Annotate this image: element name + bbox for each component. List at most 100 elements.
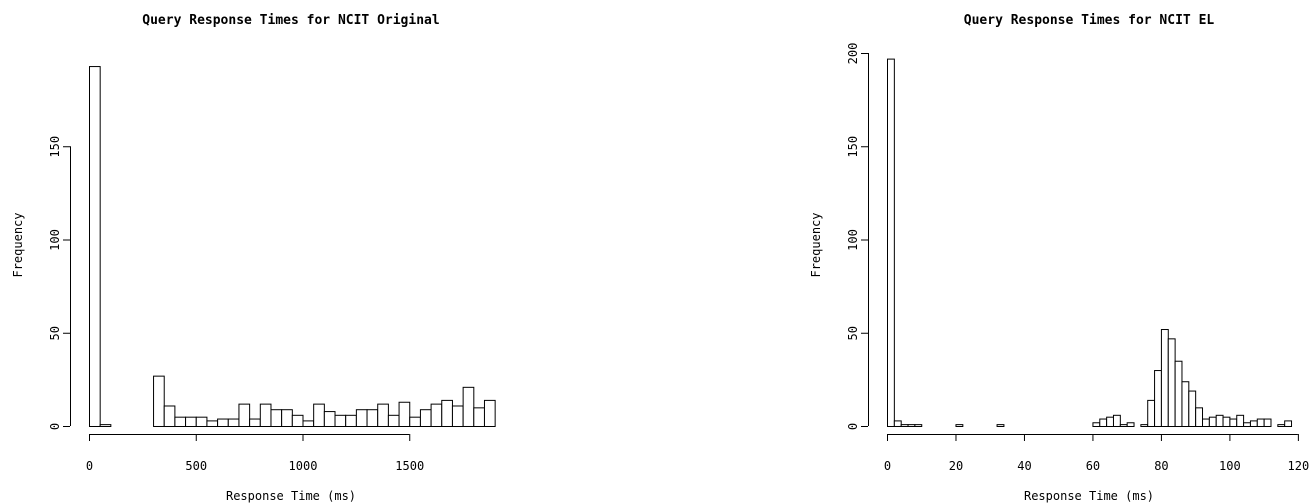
y-tick-label: 50 (48, 326, 62, 340)
x-tick-label: 20 (949, 459, 963, 473)
histogram-bar (217, 418, 229, 428)
histogram-bar (398, 401, 411, 427)
histogram-bar (955, 424, 964, 427)
y-tick-label: 150 (846, 136, 860, 158)
histogram-bar (1092, 422, 1101, 427)
histogram-bar (1202, 418, 1210, 428)
histogram-bar (259, 403, 272, 427)
bars (89, 66, 496, 428)
histogram-bar (1154, 370, 1162, 427)
histogram-bar (334, 414, 347, 427)
x-axis: 0 500 1000 1500 (86, 434, 424, 473)
histogram-bar (887, 58, 895, 427)
histogram-bar (291, 414, 304, 427)
histogram-bar (270, 409, 283, 427)
histogram-bar (99, 424, 112, 427)
histogram-bar (1222, 416, 1231, 427)
histogram-bar (227, 418, 240, 428)
x-tick-label: 500 (185, 459, 207, 473)
histogram-bar (462, 386, 475, 427)
histogram-bar (996, 424, 1005, 427)
x-tick-label: 1000 (289, 459, 318, 473)
histogram-bar (313, 403, 325, 427)
histogram-bar (1243, 422, 1251, 427)
x-tick-label: 120 (1288, 459, 1309, 473)
x-tick-label: 1500 (395, 459, 424, 473)
y-tick-label: 0 (48, 423, 62, 430)
histogram-bar (281, 409, 293, 427)
histogram-bar (163, 405, 176, 428)
histogram-bar (1208, 416, 1217, 427)
histogram-bar (1160, 329, 1169, 427)
histogram-bar (1167, 338, 1176, 428)
histogram-bar (345, 414, 357, 427)
x-tick-label: 0 (884, 459, 891, 473)
histogram-ncit-el: Query Response Times for NCIT EL Respons… (809, 13, 1309, 503)
histogram-bar (1229, 418, 1238, 428)
histogram-bar (419, 409, 432, 427)
x-tick-label: 40 (1017, 459, 1031, 473)
histogram-bar (1249, 420, 1258, 427)
histogram-bar (441, 399, 453, 428)
histogram-bar (387, 414, 400, 427)
histogram-bar (907, 424, 916, 427)
histogram-bar (1174, 360, 1183, 428)
histogram-bar (302, 420, 315, 427)
histogram-bar (323, 411, 336, 427)
histogram-bar (195, 416, 208, 427)
y-axis-label: Frequency (809, 212, 823, 277)
y-tick-label: 150 (48, 136, 62, 158)
histogram-bar (174, 416, 187, 427)
chart-title: Query Response Times for NCIT EL (964, 13, 1215, 28)
histogram-bar (1112, 414, 1121, 427)
histogram-bar (153, 375, 165, 427)
histogram-bar (430, 403, 443, 427)
y-tick-label: 0 (846, 423, 860, 430)
histogram-bar (1215, 414, 1224, 427)
y-tick-label: 200 (846, 43, 860, 65)
x-axis-label: Response Time (ms) (1024, 489, 1154, 503)
bars (887, 58, 1293, 428)
x-axis: 0 20 40 60 80 100 120 (884, 434, 1309, 473)
histogram-bar (1099, 418, 1108, 428)
histogram-bar (1106, 416, 1114, 427)
chart-title: Query Response Times for NCIT Original (142, 13, 439, 28)
histogram-bar (483, 399, 496, 428)
x-axis-label: Response Time (ms) (226, 489, 356, 503)
histogram-bar (1256, 418, 1265, 428)
histogram-bar (1277, 424, 1286, 427)
histogram-bar (249, 418, 261, 428)
x-tick-label: 60 (1086, 459, 1100, 473)
histogram-bar (1126, 422, 1135, 427)
histogram-bar (366, 409, 379, 427)
histogram-bar (1181, 381, 1190, 427)
y-tick-label: 50 (846, 326, 860, 340)
histogram-bar (1147, 399, 1156, 428)
histogram-bar (1195, 407, 1204, 428)
y-axis: 0 50 100 150 200 (846, 43, 869, 430)
histogram-bar (1119, 424, 1128, 427)
histogram-bar (900, 424, 909, 427)
histogram-bar (238, 403, 251, 427)
y-tick-label: 100 (846, 229, 860, 251)
x-tick-label: 100 (1219, 459, 1241, 473)
y-axis: 0 50 100 150 (48, 136, 71, 430)
histogram-bar (185, 416, 197, 427)
histogram-bar (1236, 414, 1245, 427)
histogram-bar (355, 409, 368, 427)
y-axis-label: Frequency (11, 212, 25, 277)
histogram-bar (206, 420, 219, 427)
x-tick-label: 0 (86, 459, 93, 473)
x-tick-label: 80 (1154, 459, 1168, 473)
histogram-bar (451, 405, 464, 428)
histogram-bar (893, 420, 902, 427)
histogram-bar (1188, 390, 1197, 427)
histogram-bar (1140, 424, 1149, 427)
y-tick-label: 100 (48, 229, 62, 251)
histogram-bar (409, 416, 421, 427)
histogram-bar (1284, 420, 1293, 427)
histogram-bar (1263, 418, 1272, 428)
histogram-ncit-original: Query Response Times for NCIT Original R… (11, 13, 496, 503)
histogram-bar (89, 66, 101, 427)
